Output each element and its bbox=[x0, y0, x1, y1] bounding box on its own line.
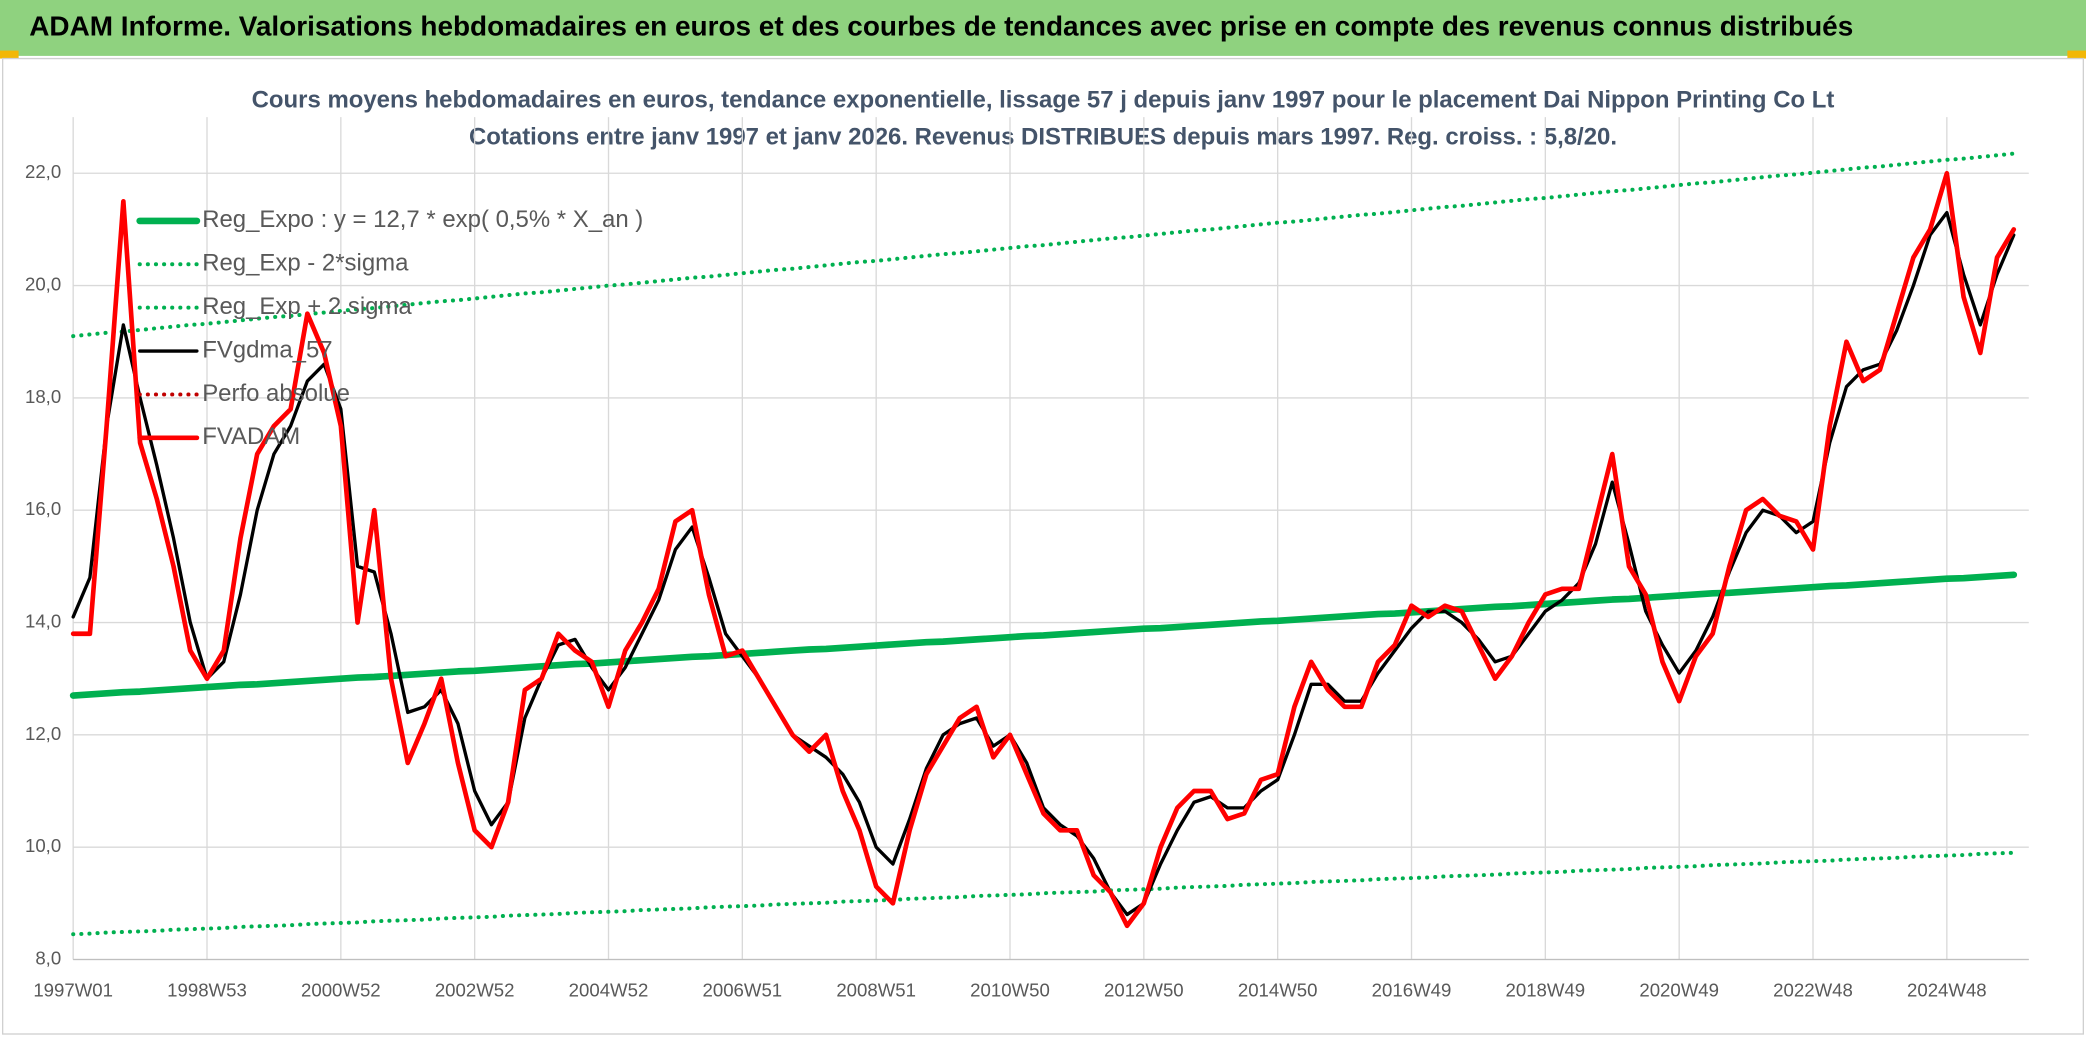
series-line bbox=[71, 850, 2016, 937]
legend-label: Perfo absolue bbox=[202, 380, 350, 407]
y-tick-label: 22,0 bbox=[25, 161, 61, 182]
corner-tab bbox=[0, 50, 19, 59]
x-tick-label: 1997W01 bbox=[33, 979, 113, 1000]
x-tick-label: 2000W52 bbox=[301, 979, 381, 1000]
series-line bbox=[71, 151, 2016, 339]
y-tick-label: 10,0 bbox=[25, 835, 61, 856]
series-line bbox=[69, 571, 2018, 699]
header-bar bbox=[0, 0, 2086, 56]
chart-subtitle: Cotations entre janv 1997 et janv 2026. … bbox=[469, 124, 1617, 151]
plot-area bbox=[69, 151, 2018, 937]
x-tick-label: 2004W52 bbox=[569, 979, 649, 1000]
legend: Reg_Expo : y = 12,7 * exp( 0,5% * X_an )… bbox=[136, 206, 643, 450]
chart-frame bbox=[1, 57, 2085, 1035]
x-tick-label: 2006W51 bbox=[703, 979, 783, 1000]
x-tick-label: 2016W49 bbox=[1372, 979, 1452, 1000]
series-line bbox=[70, 170, 2017, 929]
header-title: ADAM Informe. Valorisations hebdomadaire… bbox=[29, 10, 1853, 41]
x-tick-label: 2014W50 bbox=[1238, 979, 1318, 1000]
x-tick-label: 2024W48 bbox=[1907, 979, 1987, 1000]
y-tick-label: 12,0 bbox=[25, 723, 61, 744]
legend-label: FVADAM bbox=[202, 423, 300, 450]
legend-label: FVgdma_57 bbox=[202, 336, 332, 363]
y-tick-label: 20,0 bbox=[25, 274, 61, 295]
x-tick-label: 2010W50 bbox=[970, 979, 1050, 1000]
y-tick-label: 8,0 bbox=[35, 947, 61, 968]
x-tick-label: 2002W52 bbox=[435, 979, 515, 1000]
x-tick-label: 2020W49 bbox=[1639, 979, 1719, 1000]
legend-label: Reg_Expo : y = 12,7 * exp( 0,5% * X_an ) bbox=[202, 206, 643, 233]
legend-label: Reg_Exp + 2.sigma bbox=[202, 293, 412, 320]
y-tick-label: 14,0 bbox=[25, 610, 61, 631]
x-tick-label: 2008W51 bbox=[836, 979, 916, 1000]
x-tick-label: 2012W50 bbox=[1104, 979, 1184, 1000]
axes: 8,0 10,0 12,0 14,0 16,0 18,0 20,0 22,0 1997W01 19… bbox=[25, 161, 2029, 1000]
chart-title: Cours moyens hebdomadaires en euros, ten… bbox=[252, 86, 1835, 113]
x-tick-label: 2022W48 bbox=[1773, 979, 1853, 1000]
x-tick-label: 1998W53 bbox=[167, 979, 247, 1000]
y-tick-label: 18,0 bbox=[25, 386, 61, 407]
y-tick-label: 16,0 bbox=[25, 498, 61, 519]
x-tick-label: 2018W49 bbox=[1506, 979, 1586, 1000]
corner-tab bbox=[2067, 50, 2086, 59]
legend-label: Reg_Exp - 2*sigma bbox=[202, 250, 409, 277]
